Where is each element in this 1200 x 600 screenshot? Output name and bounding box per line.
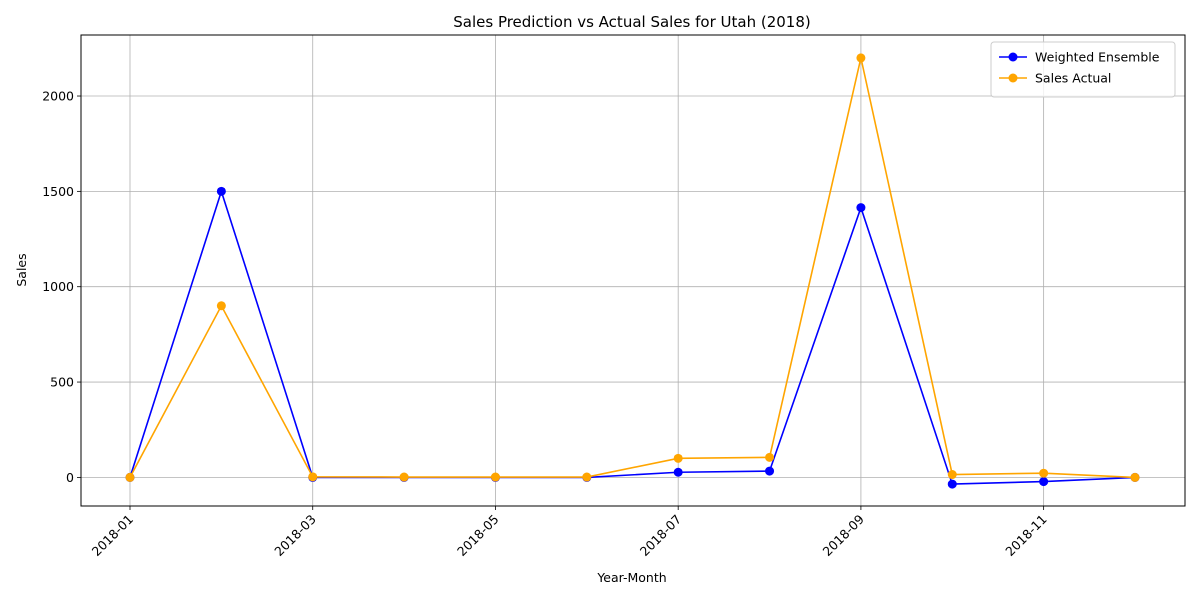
legend-label-1: Sales Actual xyxy=(1035,71,1111,86)
y-tick-label: 0 xyxy=(66,470,74,485)
data-point-0-6 xyxy=(673,467,683,477)
data-point-1-6 xyxy=(673,453,683,463)
y-axis-label: Sales xyxy=(14,253,29,286)
data-point-0-10 xyxy=(1039,477,1049,487)
y-tick-label: 500 xyxy=(50,375,74,390)
data-point-0-7 xyxy=(765,466,775,476)
data-point-1-9 xyxy=(947,470,957,480)
series-group xyxy=(125,53,1140,489)
series-line-0 xyxy=(129,188,1136,485)
legend-label-0: Weighted Ensemble xyxy=(1035,50,1160,65)
data-point-1-7 xyxy=(765,452,775,462)
data-point-1-4 xyxy=(490,472,500,482)
legend-marker-1 xyxy=(1008,73,1018,83)
legend-box xyxy=(990,41,1176,98)
data-point-1-3 xyxy=(399,472,409,482)
data-point-0-9 xyxy=(947,479,957,489)
data-point-1-5 xyxy=(582,472,592,482)
data-point-0-1 xyxy=(216,186,226,196)
legend-marker-0 xyxy=(1008,52,1018,62)
data-point-1-8 xyxy=(856,53,866,63)
data-point-1-10 xyxy=(1039,468,1049,478)
series-line-1 xyxy=(129,57,1136,479)
plot-frame xyxy=(80,34,1186,507)
y-tick-label: 2000 xyxy=(42,89,74,104)
legend: Weighted Ensemble Sales Actual xyxy=(990,41,1176,98)
data-point-1-2 xyxy=(308,472,318,482)
data-point-0-8 xyxy=(856,203,866,213)
data-point-1-1 xyxy=(216,301,226,311)
y-tick-label: 1000 xyxy=(42,279,74,294)
chart-title: Sales Prediction vs Actual Sales for Uta… xyxy=(453,13,811,31)
data-point-1-0 xyxy=(125,472,135,482)
data-point-1-11 xyxy=(1130,472,1140,482)
x-axis-label: Year-Month xyxy=(596,570,666,585)
y-tick-label: 1500 xyxy=(42,184,74,199)
